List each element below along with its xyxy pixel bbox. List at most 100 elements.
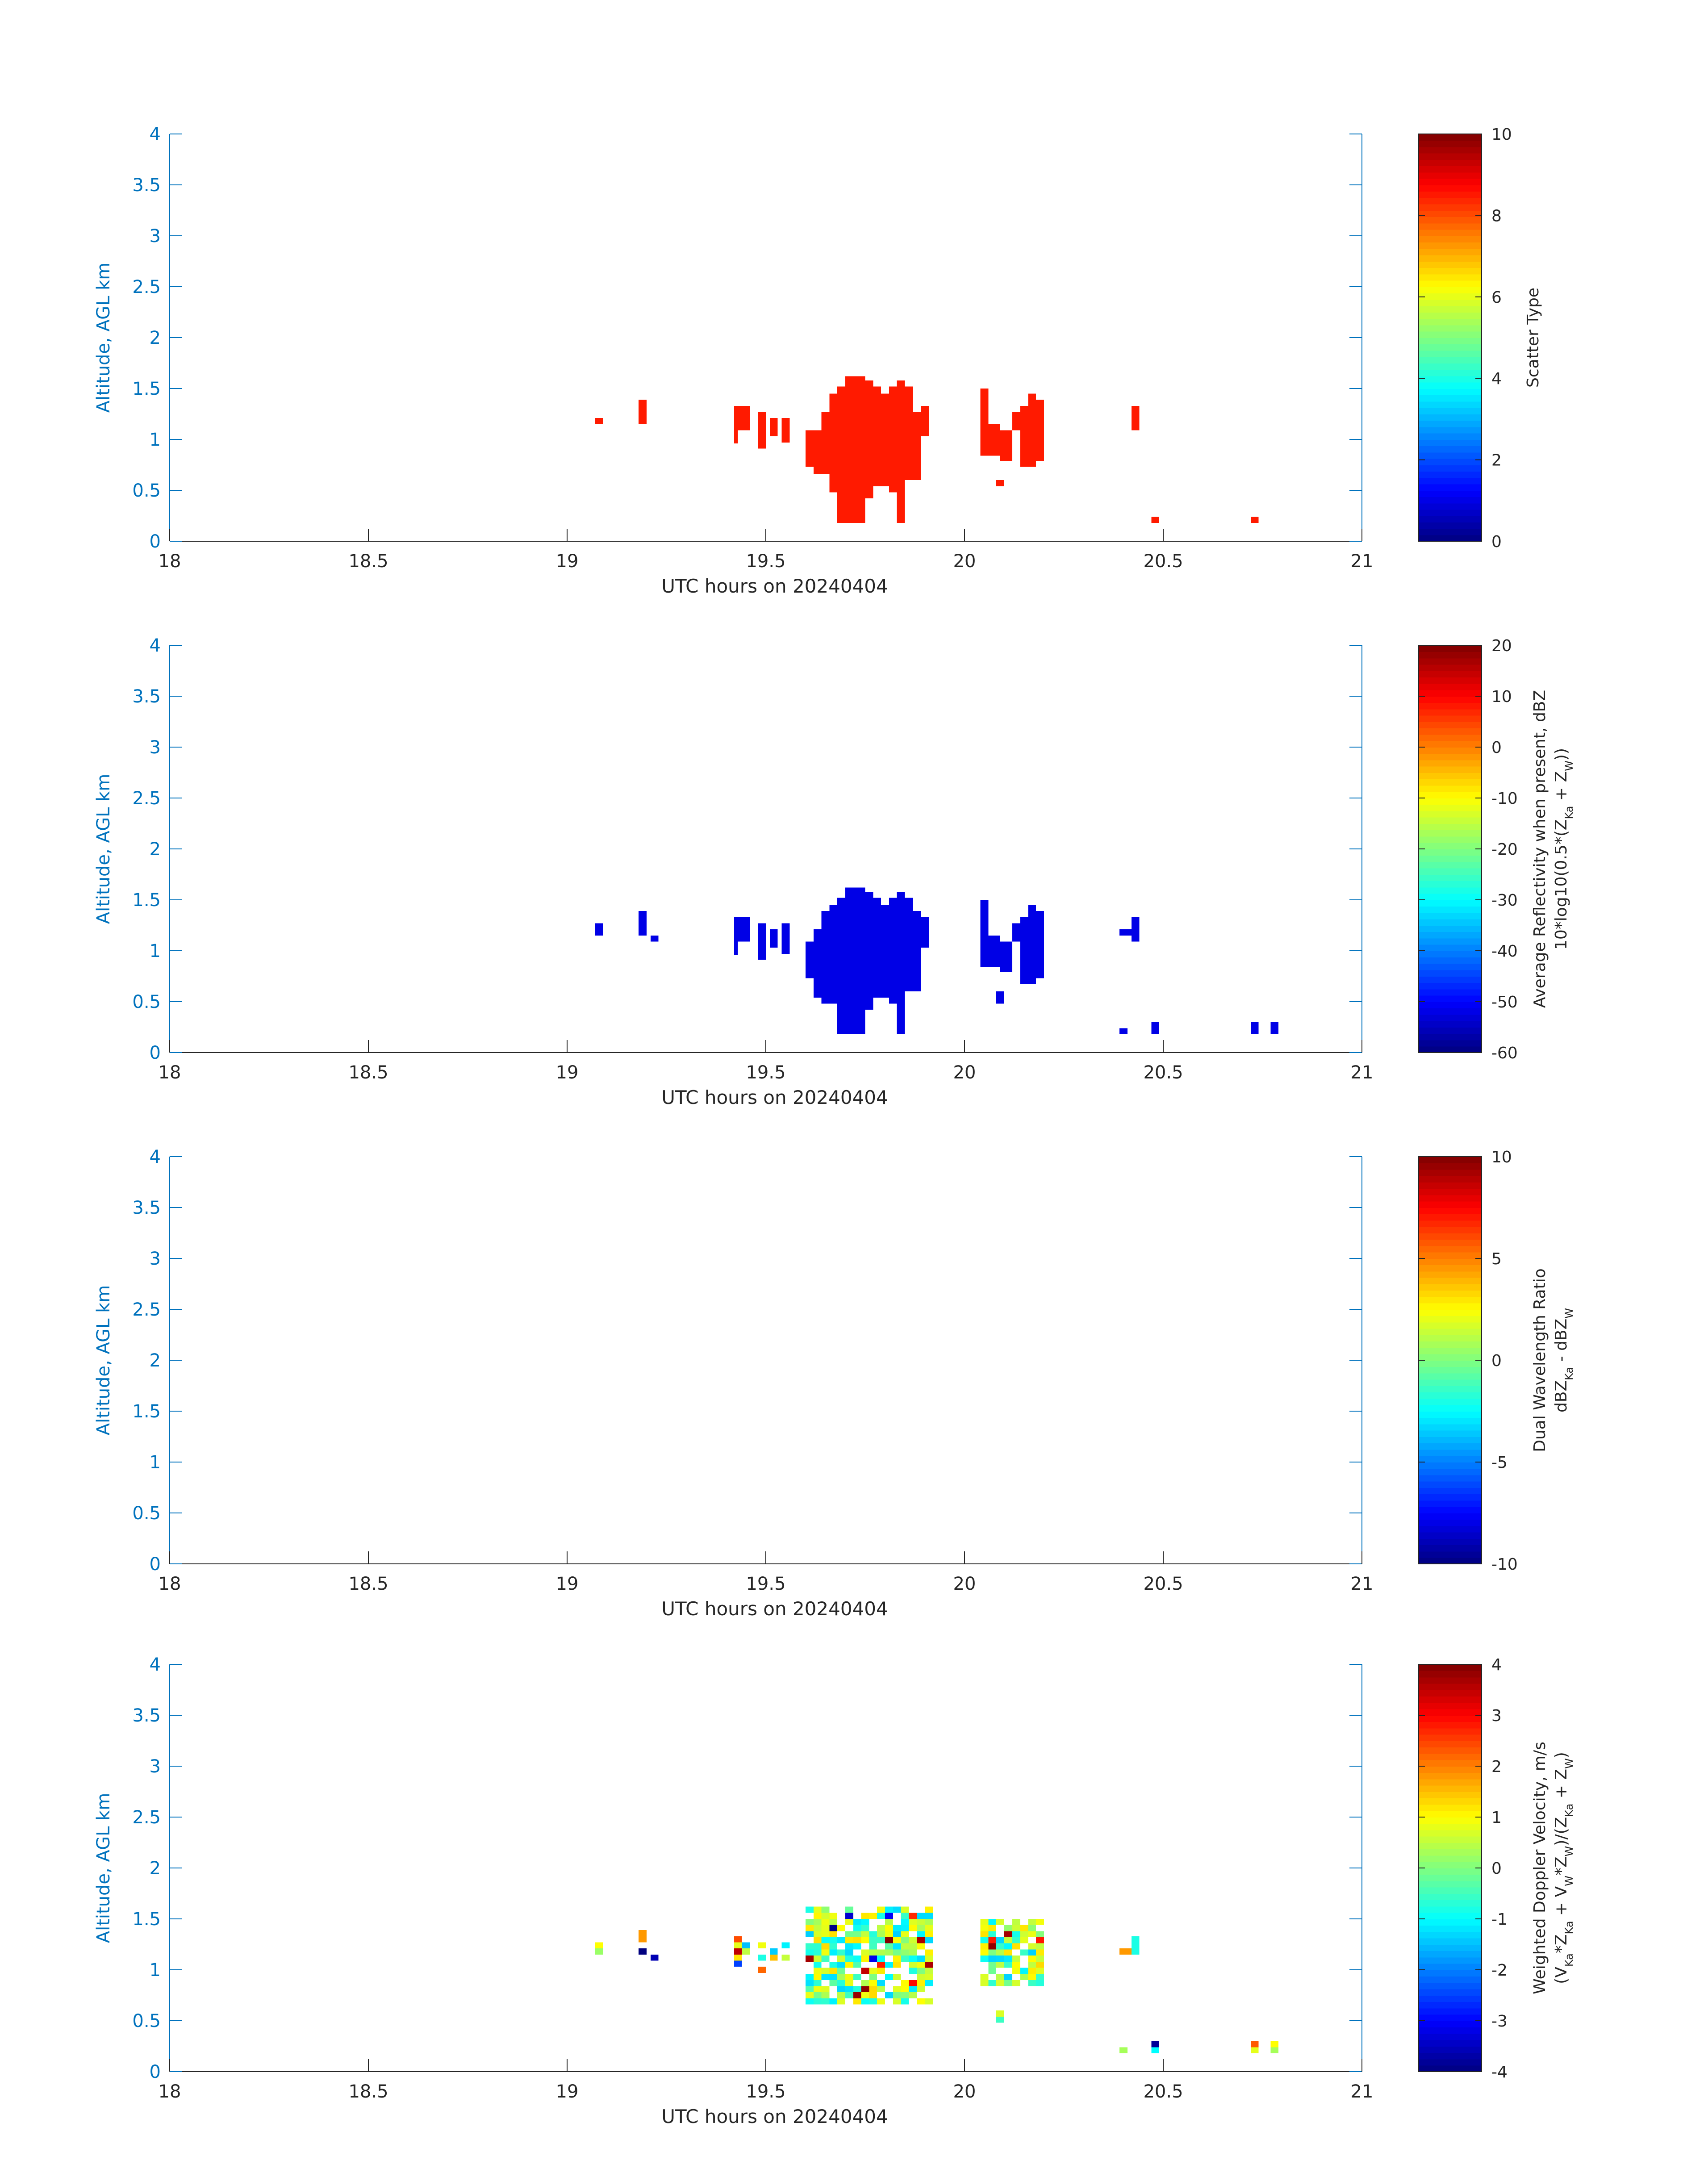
colorbar-segment [1419,197,1482,205]
x-tick-label: 21 [1351,1574,1374,1594]
x-tick-label: 19.5 [746,2081,785,2102]
colorbar-segment [1419,426,1482,434]
colorbar-segment [1419,146,1482,154]
colorbar-segment [1419,753,1482,760]
colorbar-segment [1419,817,1482,824]
data-cell [980,1943,989,1950]
colorbar-segment [1419,1798,1482,1805]
data-cell [996,1980,1004,1986]
data-cell [1036,400,1044,461]
y-tick-label: 1 [150,1960,161,1981]
data-cell [806,1986,814,1993]
colorbar-segment [1419,1766,1482,1773]
data-cell [925,1913,933,1919]
colorbar-segment [1419,312,1482,319]
data-cell [873,898,881,998]
data-cell [1270,2041,1279,2047]
colorbar-segment [1419,433,1482,440]
data-cell [769,1948,778,1955]
data-cell [893,1949,901,1956]
data-cell [813,929,822,998]
colorbar-segment [1419,1455,1482,1462]
colorbar-segment [1419,1239,1482,1246]
data-cell [829,1961,838,1968]
colorbar-segment [1419,1398,1482,1405]
data-cell [996,1919,1004,1925]
colorbar-segment [1419,1545,1482,1552]
data-cell [909,1968,917,1974]
data-cells [595,376,1259,523]
data-cell [917,1931,925,1938]
colorbar-segment [1419,1836,1482,1843]
data-cell [734,917,738,955]
colorbar-segment [1419,1868,1482,1875]
colorbar-segment [1419,791,1482,798]
data-cell [837,1998,845,2005]
colorbar-tick-label: 1 [1491,1809,1502,1827]
colorbar-segment [1419,849,1482,856]
colorbar-segment [1419,842,1482,849]
data-cell [1036,1937,1044,1943]
data-cell [853,1956,861,1962]
colorbar-segment [1419,1861,1482,1868]
y-axis-label: Altitude, AGL km [93,1793,114,1943]
colorbar-segment [1419,773,1482,780]
colorbar-segment [1419,2059,1482,2066]
colorbar-segment [1419,1843,1482,1850]
colorbar-segment [1419,140,1482,147]
data-cell [877,1913,885,1919]
x-tick-label: 18.5 [348,551,388,572]
colorbar-segment [1419,325,1482,332]
data-cell [1151,517,1160,523]
colorbar-segment [1419,747,1482,754]
colorbar-segment [1419,1430,1482,1437]
y-tick-label: 2 [150,1350,161,1371]
data-cell [1028,1974,1036,1980]
data-cell [829,905,838,1004]
colorbar-segment [1419,293,1482,300]
data-cell [639,911,647,936]
colorbar-segment [1419,1277,1482,1284]
y-tick-label: 0 [150,1043,161,1063]
data-cell [1028,1949,1036,1956]
colorbar-segment [1419,944,1482,951]
colorbar-segment [1419,1188,1482,1195]
colorbar-tick-label: 6 [1491,288,1502,307]
colorbar-segment [1419,1874,1482,1881]
data-cell [901,1925,909,1931]
colorbar-segment [1419,1175,1482,1183]
data-cell [909,1949,917,1956]
colorbar-segment [1419,356,1482,364]
y-tick-label: 3.5 [132,175,161,196]
data-cell [595,923,603,936]
colorbar-segment [1419,1360,1482,1367]
data-cell [829,1943,838,1950]
data-cell [925,1949,933,1956]
colorbar-segment [1419,446,1482,453]
data-cell [865,380,873,499]
data-cell [595,418,603,424]
colorbar-segment [1419,1322,1482,1329]
data-cell [845,1956,853,1962]
y-tick-label: 1 [150,941,161,961]
colorbar-frame [1418,134,1482,542]
data-cell [877,1998,885,2005]
data-cell [837,1992,845,1998]
colorbar-segment [1419,331,1482,338]
data-cell [1119,1028,1128,1034]
colorbar-segment [1419,159,1482,167]
colorbar-segment [1419,376,1482,383]
colorbar-segment [1419,1290,1482,1297]
data-cell [877,1986,885,1993]
data-cell [781,1942,790,1949]
x-tick-label: 18 [159,2081,181,2102]
data-cell [885,1937,893,1943]
colorbar-segment [1419,1785,1482,1792]
data-cell [813,1980,822,1986]
data-cells [595,887,1279,1034]
data-cell [909,1961,917,1968]
colorbar-segment [1419,1404,1482,1412]
data-cell [1020,1925,1028,1931]
data-cell [925,1919,933,1925]
colorbar-segment [1419,823,1482,831]
